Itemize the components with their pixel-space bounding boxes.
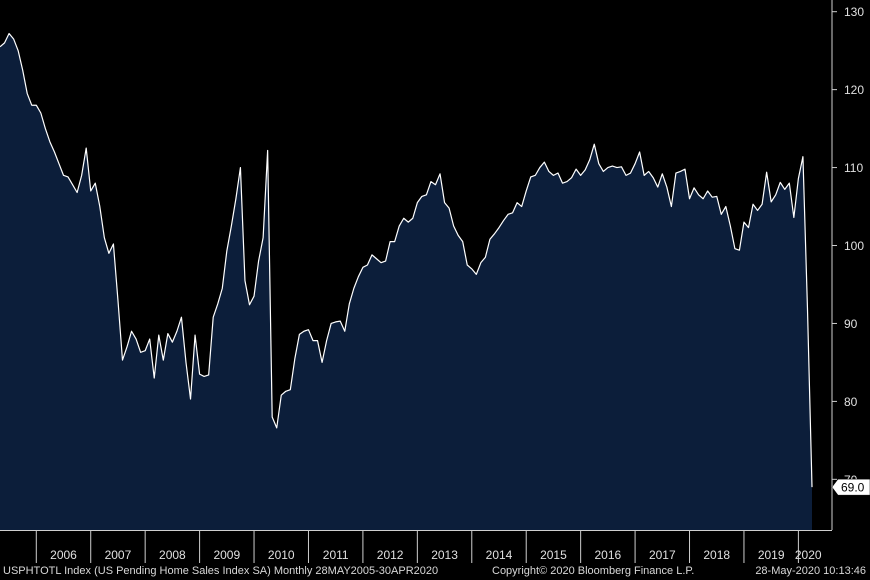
last-value-label: 69.0 [841, 481, 865, 495]
x-tick-label: 2012 [377, 548, 404, 562]
x-tick-label: 2020 [795, 548, 822, 562]
footer-series-info: USPHTOTL Index (US Pending Home Sales In… [3, 565, 439, 577]
x-tick-label: 2014 [486, 548, 513, 562]
series-area-fill [0, 33, 812, 530]
x-tick-label: 2018 [703, 548, 730, 562]
x-tick-label: 2019 [758, 548, 785, 562]
y-tick-label: 100 [844, 239, 864, 253]
pending-home-sales-chart: 70809010011012013069.0 20062007200820092… [0, 0, 870, 563]
footer-bar: USPHTOTL Index (US Pending Home Sales In… [0, 563, 870, 580]
x-tick-label: 2007 [105, 548, 132, 562]
x-tick-label: 2016 [595, 548, 622, 562]
y-axis: 70809010011012013069.0 [831, 0, 870, 530]
plot-area [0, 32, 813, 530]
x-tick-label: 2006 [50, 548, 77, 562]
x-axis: 2006 2007 2008 2009 2010 2011 2012 2013 2014 2015… [0, 530, 832, 563]
last-value-box [831, 478, 870, 496]
y-tick-label: 130 [844, 5, 864, 19]
x-axis-band [0, 530, 832, 563]
x-tick-label: 2010 [268, 548, 295, 562]
y-tick-label: 80 [844, 395, 858, 409]
y-tick-label: 110 [844, 161, 863, 175]
last-value-tag: 69.0 [831, 478, 870, 496]
footer-timestamp: 28-May-2020 10:13:46 [755, 565, 866, 577]
x-tick-label: 2017 [649, 548, 676, 562]
x-tick-label: 2009 [213, 548, 240, 562]
y-tick-label: 90 [844, 317, 858, 331]
x-tick-label: 2013 [431, 548, 458, 562]
series-line [0, 32, 813, 488]
y-tick-label: 120 [844, 83, 864, 97]
x-tick-label: 2015 [540, 548, 567, 562]
footer-copyright: Copyright© 2020 Bloomberg Finance L.P. [492, 565, 695, 577]
x-tick-label: 2008 [159, 548, 186, 562]
x-tick-label: 2011 [323, 548, 349, 562]
